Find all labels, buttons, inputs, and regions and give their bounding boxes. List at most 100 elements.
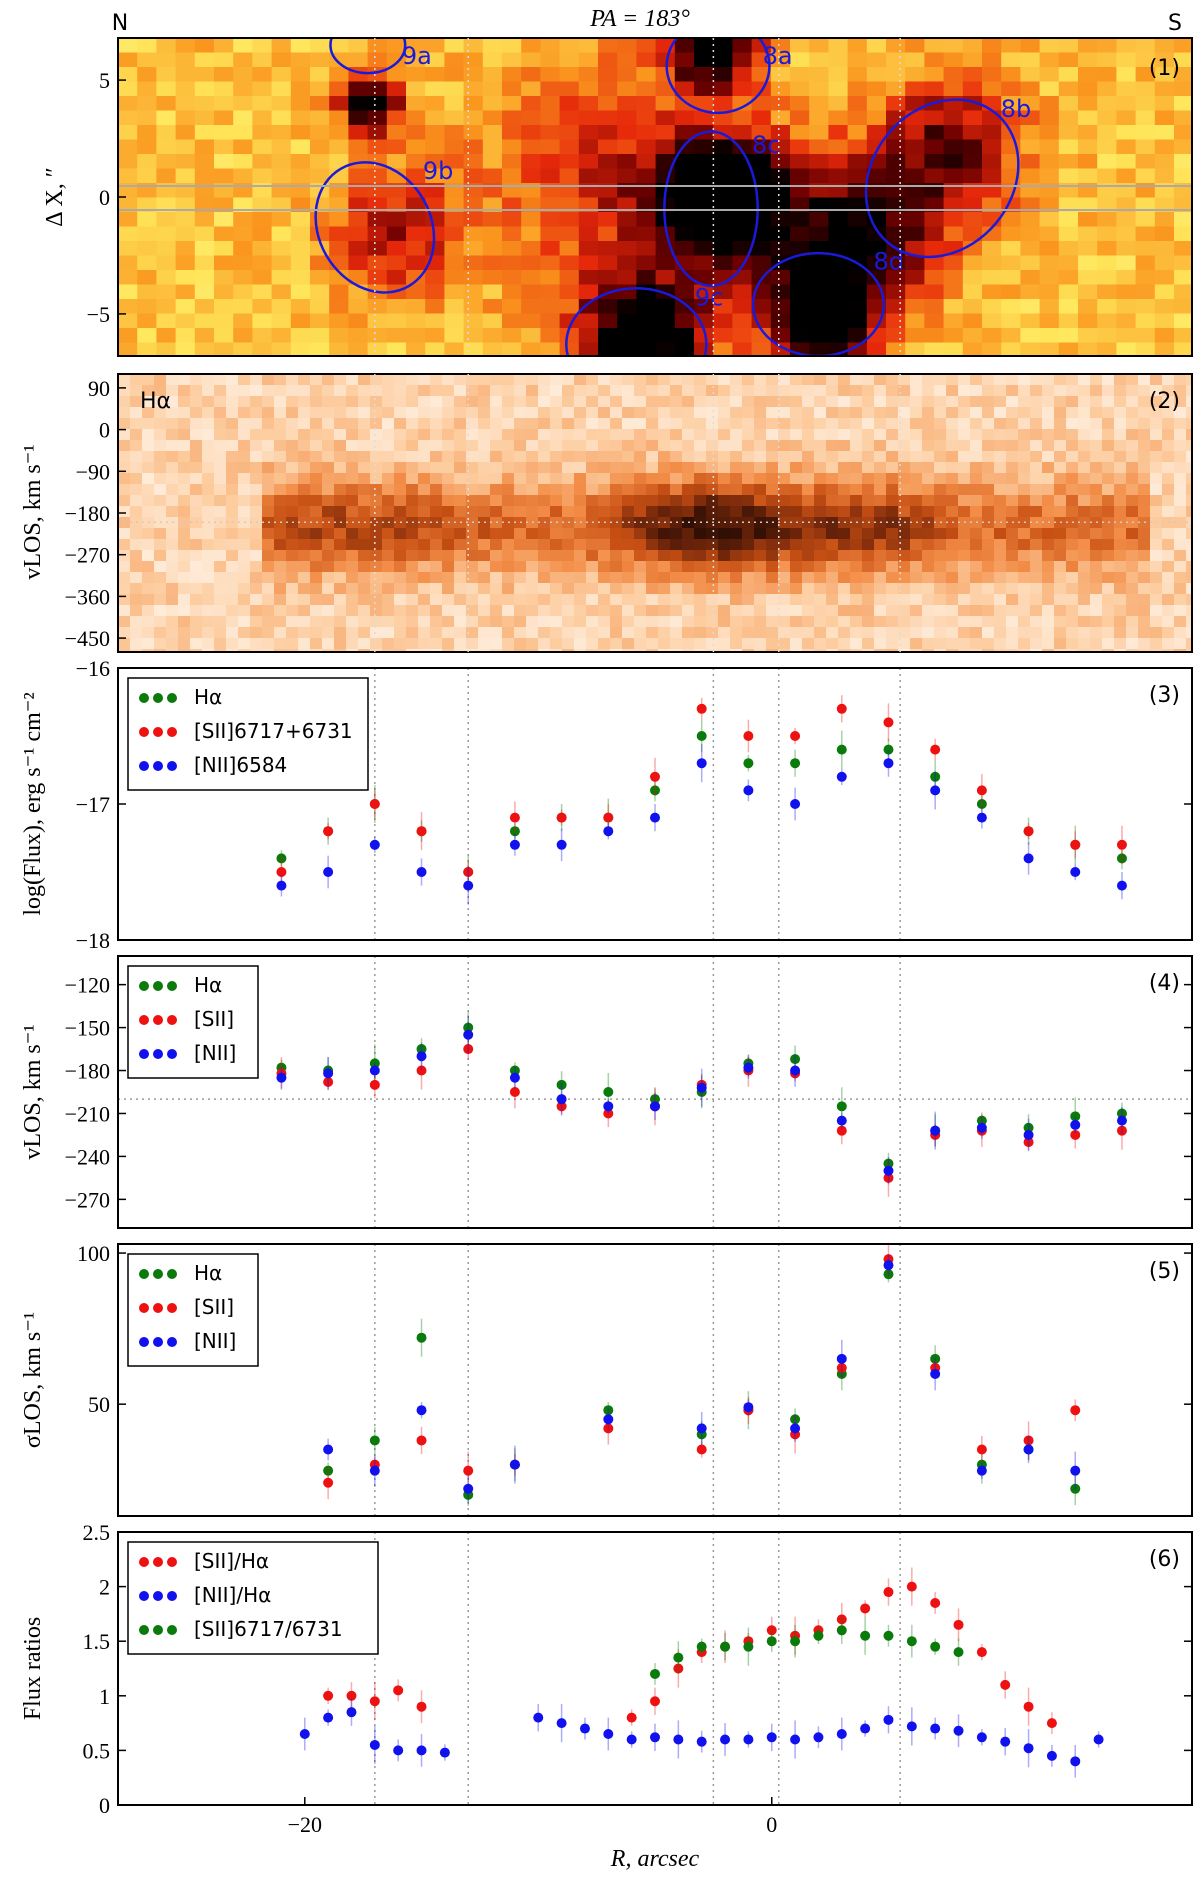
panel-1-heatmap-cell	[943, 81, 964, 97]
panel-2-heatmap-cell	[1018, 374, 1031, 386]
panel-1-heatmap-cell	[175, 154, 196, 169]
data-point-[SII]/Hα	[369, 1696, 380, 1707]
panel-1-heatmap-cell	[1078, 125, 1098, 140]
panel-2-heatmap-cell	[490, 605, 503, 617]
panel-2-heatmap-cell	[526, 440, 539, 452]
panel-2-heatmap-cell	[790, 616, 803, 628]
data-point-[NII]/Hα	[836, 1729, 847, 1740]
panel-2-heatmap-cell	[130, 594, 143, 606]
panel-2-heatmap-cell	[478, 396, 491, 408]
panel-2-heatmap-cell	[574, 396, 587, 408]
panel-2-y-tick-label: −90	[76, 459, 110, 484]
panel-2-heatmap-cell	[910, 385, 923, 397]
panel-1-heatmap-cell	[521, 255, 541, 271]
panel-1-heatmap-cell	[617, 284, 637, 300]
data-point-[SII]	[1023, 1435, 1034, 1446]
panel-2-heatmap-cell	[802, 572, 815, 584]
panel-2-heatmap-cell	[862, 451, 875, 463]
legend-marker	[153, 693, 163, 703]
data-point-Hα	[1070, 1111, 1081, 1122]
panel-2-heatmap-cell	[1186, 418, 1193, 430]
panel-2-heatmap-cell	[766, 473, 779, 485]
panel-2-heatmap-cell	[130, 495, 143, 507]
panel-1-heatmap-cell	[962, 38, 983, 53]
panel-2-heatmap-cell	[466, 451, 479, 463]
panel-1-heatmap-cell	[962, 168, 983, 184]
panel-2-heatmap-cell	[646, 572, 659, 584]
panel-2-heatmap-cell	[466, 462, 479, 474]
panel-1-heatmap-cell	[790, 168, 810, 184]
panel-1-heatmap-cell	[847, 270, 868, 285]
panel-2-heatmap-cell	[1030, 440, 1043, 452]
panel-2-heatmap-cell	[850, 473, 863, 485]
panel-2-heatmap-cell	[778, 462, 791, 474]
panel-1-heatmap-cell	[809, 328, 829, 343]
panel-1-heatmap-cell	[233, 38, 253, 53]
data-point-[NII]	[509, 1459, 520, 1470]
panel-2-heatmap-cell	[1006, 528, 1019, 540]
panel-2-heatmap-cell	[886, 396, 899, 408]
panel-1-heatmap-cell	[521, 139, 541, 155]
panel-1-heatmap-cell	[828, 313, 849, 329]
panel-2-heatmap-cell	[1138, 572, 1151, 584]
panel-1-heatmap-cell	[502, 168, 522, 184]
panel-2-heatmap-cell	[946, 418, 959, 430]
panel-1-heatmap-cell	[751, 241, 772, 256]
panel-1-heatmap-cell	[674, 81, 695, 97]
panel-1-heatmap-cell	[233, 197, 253, 213]
panel-2-heatmap-cell	[634, 440, 647, 452]
panel-2-heatmap-cell	[946, 407, 959, 419]
data-point-[NII]	[1116, 1115, 1127, 1126]
panel-2-heatmap-cell	[610, 495, 623, 507]
panel-2-heatmap-cell	[418, 385, 431, 397]
panel-2-heatmap-cell	[1078, 528, 1091, 540]
panel-1-heatmap-cell	[905, 270, 925, 285]
panel-2-heatmap-cell	[1054, 385, 1067, 397]
panel-2-heatmap-cell	[346, 638, 359, 650]
panel-2-heatmap-cell	[1102, 638, 1115, 650]
panel-2-heatmap-cell	[466, 484, 479, 496]
panel-1-heatmap-cell	[1174, 96, 1193, 111]
panel-1-heatmap-cell	[982, 38, 1002, 53]
panel-2-heatmap-cell	[1126, 440, 1139, 452]
panel-1-heatmap-cell	[617, 81, 637, 97]
panel-2-heatmap-cell	[742, 440, 755, 452]
panel-1-heatmap-cell	[1078, 255, 1098, 271]
panel-1-heatmap-cell	[118, 139, 138, 155]
data-point-[NII]/Hα	[556, 1718, 567, 1729]
figure-title: PA = 183°	[589, 6, 690, 32]
legend-label: [SII]	[194, 1007, 234, 1031]
panel-2-heatmap-cell	[670, 583, 683, 595]
panel-1-heatmap-cell	[1058, 284, 1079, 300]
panel-2-heatmap-cell	[1066, 473, 1079, 485]
panel-1-heatmap-cell	[1039, 197, 1060, 213]
data-point-[NII]/Hα	[720, 1734, 731, 1745]
panel-2-heatmap-cell	[694, 462, 707, 474]
panel-2-heatmap-cell	[478, 495, 491, 507]
panel-2-heatmap-cell	[670, 616, 683, 628]
panel-2-heatmap-cell	[118, 627, 131, 639]
panel-2-heatmap-cell	[874, 506, 887, 518]
panel-1-heatmap-cell	[425, 241, 445, 256]
panel-2-heatmap-cell	[814, 605, 827, 617]
panel-2-heatmap-cell	[442, 462, 455, 474]
panel-2-heatmap-cell	[682, 561, 695, 573]
panel-2-heatmap-cell	[694, 506, 707, 518]
panel-1-heatmap-cell	[1039, 226, 1060, 242]
panel-1-heatmap-cell	[828, 328, 849, 343]
panel-2-heatmap-cell	[202, 495, 215, 507]
panel-1-heatmap-cell	[502, 241, 522, 256]
panel-1-heatmap-cell	[847, 168, 868, 184]
panel-2-heatmap-cell	[118, 484, 131, 496]
panel-1-heatmap-cell	[559, 284, 580, 300]
panel-2-heatmap-cell	[682, 627, 695, 639]
panel-1-heatmap-cell	[713, 226, 733, 242]
panel-1-heatmap-cell	[1116, 313, 1137, 329]
panel-2-heatmap-cell	[970, 561, 983, 573]
panel-2-heatmap-cell	[550, 451, 563, 463]
panel-2-heatmap-cell	[910, 506, 923, 518]
panel-2-heatmap-cell	[886, 561, 899, 573]
panel-1-heatmap-cell	[1020, 81, 1041, 97]
panel-2-heatmap-cell	[154, 451, 167, 463]
panel-1-heatmap-cell	[233, 81, 253, 97]
